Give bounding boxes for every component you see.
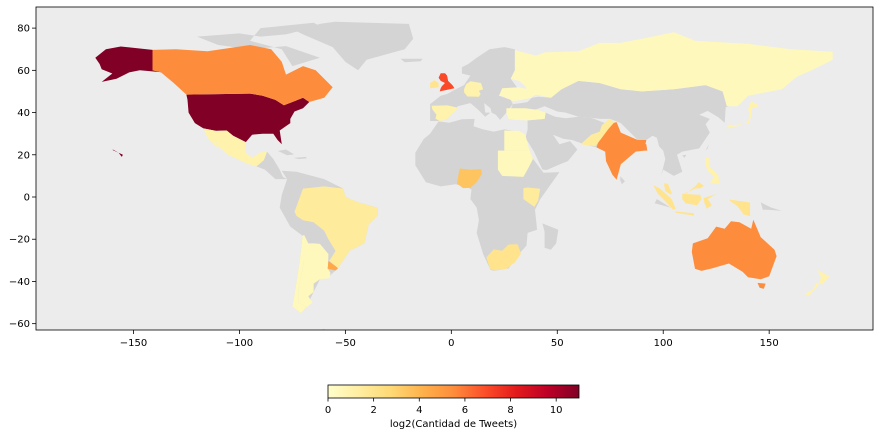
- country-egypt: [504, 130, 530, 151]
- x-tick-label: −100: [226, 338, 253, 349]
- y-tick-label: 80: [17, 24, 30, 35]
- country-brazil: [294, 186, 378, 269]
- country-russia: [510, 32, 833, 107]
- no-data-land-shape: [293, 156, 307, 159]
- country-alaska: [95, 46, 164, 82]
- country-chile: [292, 235, 309, 314]
- no-data-land-shape: [506, 80, 729, 176]
- no-data-land-shape: [542, 223, 559, 250]
- country-mexico: [203, 128, 267, 167]
- y-axis: 80 60 40 20 0 −20 −40 −60: [9, 24, 36, 330]
- country-philippines: [705, 157, 720, 185]
- country-canada: [152, 45, 333, 106]
- x-axis: −150 −100 −50 0 50 100 150: [120, 330, 779, 349]
- country-indonesia: [653, 185, 676, 210]
- country-indonesia: [728, 199, 751, 217]
- country-south-africa: [486, 244, 521, 271]
- colorbar-tick-label: 0: [325, 405, 331, 416]
- y-tick-label: −20: [9, 235, 30, 246]
- no-data-land-shape: [760, 202, 782, 211]
- y-tick-label: −40: [9, 277, 30, 288]
- y-tick-label: 40: [17, 108, 30, 119]
- country-indonesia: [674, 211, 694, 216]
- no-data-land-shape: [654, 199, 671, 208]
- no-data-land-shape: [705, 144, 709, 151]
- no-data-land-shape: [474, 51, 506, 80]
- country-new-zealand: [804, 269, 830, 296]
- x-tick-label: −150: [120, 338, 147, 349]
- country-uruguay: [327, 261, 338, 271]
- no-data-land-shape: [197, 22, 320, 67]
- country-indonesia: [703, 194, 717, 209]
- country-pakistan: [580, 118, 615, 147]
- y-tick-label: 0: [24, 193, 30, 204]
- country-bangladesh: [637, 142, 648, 151]
- no-data-land-shape: [256, 151, 288, 180]
- no-data-land-shape: [525, 112, 609, 170]
- x-tick-label: 0: [448, 338, 454, 349]
- country-australia: [691, 219, 777, 280]
- country-ukraine: [499, 87, 537, 102]
- x-tick-label: 100: [654, 338, 673, 349]
- colorbar-tick-label: 8: [507, 405, 513, 416]
- country-india: [596, 122, 647, 180]
- colorbar-tick-label: 2: [370, 405, 376, 416]
- country-kenya: [523, 187, 541, 207]
- no-data-land-shape: [400, 58, 423, 63]
- country-hawaii: [112, 149, 123, 157]
- colorbar-gradient: [327, 384, 580, 399]
- no-data-land-shape: [682, 154, 687, 158]
- country-ireland: [430, 80, 439, 89]
- country-germany: [464, 81, 484, 97]
- country-argentina: [298, 243, 331, 308]
- country-australia: [757, 282, 766, 289]
- country-indonesia: [682, 193, 702, 206]
- no-data-land-shape: [296, 21, 414, 71]
- colorbar-tick-label: 6: [462, 405, 468, 416]
- country-nigeria: [457, 168, 482, 189]
- country-malaysia: [663, 183, 673, 195]
- y-tick-label: −60: [9, 319, 30, 330]
- colorbar-label: log2(Cantidad de Tweets): [390, 419, 517, 430]
- x-tick-label: 50: [551, 338, 564, 349]
- country-layer: [95, 32, 833, 314]
- colorbar-tick-label: 10: [550, 405, 563, 416]
- country-sudan: [497, 150, 533, 177]
- no-data-land-shape: [277, 149, 295, 156]
- y-tick-label: 60: [17, 66, 30, 77]
- x-tick-label: −50: [335, 338, 356, 349]
- x-tick-label: 150: [760, 338, 779, 349]
- country-japan: [726, 101, 760, 132]
- y-tick-label: 20: [17, 150, 30, 161]
- colorbar-tick-label: 4: [416, 405, 422, 416]
- country-united-states: [186, 93, 310, 145]
- country-spain: [431, 105, 459, 121]
- no-data-land-shape: [620, 176, 625, 185]
- colorbar-ticks: 0 2 4 6 8 10: [325, 398, 563, 416]
- country-united-kingdom: [438, 73, 455, 92]
- country-turkey: [506, 108, 546, 121]
- country-malaysia: [683, 182, 705, 194]
- map-axes-frame: [35, 6, 874, 331]
